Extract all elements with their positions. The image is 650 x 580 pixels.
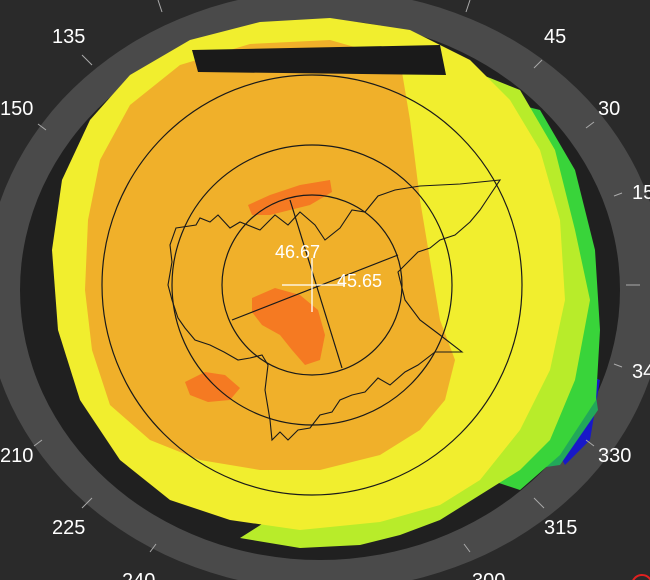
hotspot-central: [252, 288, 325, 365]
tick-150: [37, 123, 47, 131]
angle-label-150: 150: [0, 98, 33, 120]
tick-210: [33, 439, 43, 447]
flat-k-value: 45.65: [337, 271, 382, 291]
tick-315: [533, 497, 545, 509]
axis-ticks: [33, 0, 640, 553]
ring-3mm: [221, 194, 403, 376]
profile-outline: [167, 179, 502, 442]
status-indicator-icon: [632, 574, 650, 580]
tick-240: [149, 543, 157, 553]
angle-label-135: 135: [52, 26, 85, 48]
tick-225: [81, 497, 93, 509]
angle-label-330: 330: [598, 445, 631, 467]
angle-label-240: 240: [122, 570, 155, 580]
angle-label-30: 30: [598, 98, 620, 120]
angle-label-300: 300: [472, 570, 505, 580]
angle-label-45: 45: [544, 26, 566, 48]
tick-30: [585, 121, 595, 129]
meridian-axes: [231, 199, 399, 369]
tick-345: [613, 363, 623, 368]
angle-label-210: 210: [0, 445, 33, 467]
tick-90-left: [157, 0, 163, 13]
angle-label-15: 15: [632, 182, 650, 204]
angle-label-345: 345: [632, 361, 650, 383]
ring-7mm: [101, 74, 523, 496]
steep-k-value: 46.67: [275, 242, 320, 262]
zone-orange: [85, 40, 455, 470]
hotspot-inferior: [185, 372, 240, 402]
tick-330: [585, 439, 595, 447]
tick-300: [463, 543, 471, 553]
tick-45: [533, 59, 543, 69]
center-crosshair: [282, 258, 345, 312]
steep-meridian: [289, 199, 343, 369]
flat-meridian: [231, 254, 399, 321]
tick-135: [81, 54, 93, 66]
angle-label-315: 315: [544, 517, 577, 539]
tick-15: [613, 192, 623, 197]
reference-marker: [192, 45, 446, 75]
tick-90-right: [465, 0, 471, 13]
angle-label-225: 225: [52, 517, 85, 539]
